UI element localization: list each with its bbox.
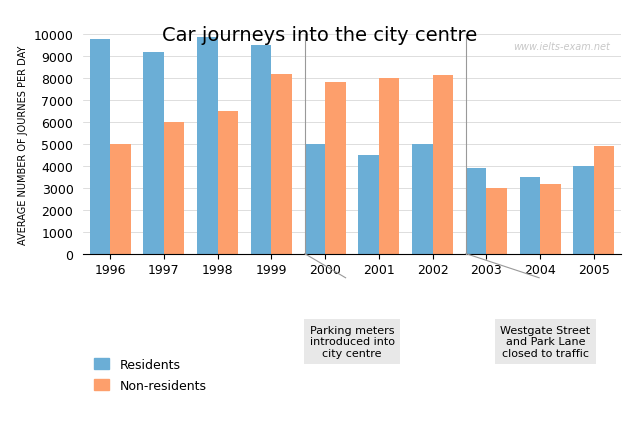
Bar — [433, 76, 453, 254]
Bar — [271, 74, 292, 254]
Bar — [520, 177, 540, 254]
Bar — [164, 123, 184, 254]
Text: Car journeys into the city centre: Car journeys into the city centre — [163, 26, 477, 45]
Text: Parking meters
introduced into
city centre: Parking meters introduced into city cent… — [310, 325, 394, 358]
Bar — [251, 46, 271, 254]
Bar — [218, 112, 238, 254]
Bar — [594, 147, 614, 254]
Bar — [143, 53, 164, 254]
Legend: Residents, Non-residents: Residents, Non-residents — [90, 353, 211, 397]
Bar — [110, 145, 131, 254]
Bar — [573, 166, 594, 254]
Bar — [90, 39, 110, 254]
Bar — [305, 145, 325, 254]
Y-axis label: AVERAGE NUMBER OF JOURNES PER DAY: AVERAGE NUMBER OF JOURNES PER DAY — [18, 45, 28, 244]
Bar — [540, 185, 561, 254]
Bar — [358, 155, 379, 254]
Bar — [466, 169, 486, 254]
Text: Westgate Street
and Park Lane
closed to traffic: Westgate Street and Park Lane closed to … — [500, 325, 591, 358]
Bar — [325, 83, 346, 254]
Bar — [486, 188, 507, 254]
Bar — [379, 79, 399, 254]
Bar — [197, 38, 218, 254]
Text: www.ielts-exam.net: www.ielts-exam.net — [513, 42, 610, 52]
Bar — [412, 145, 433, 254]
